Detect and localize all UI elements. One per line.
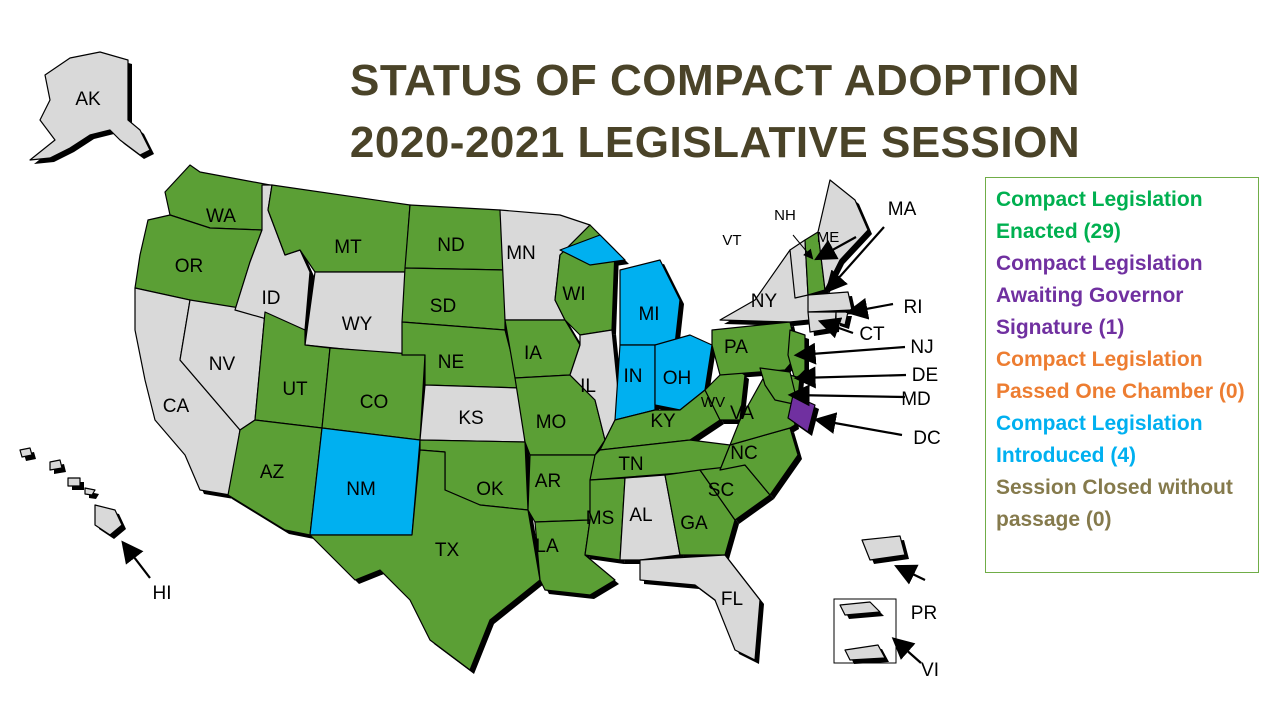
state-label-wv: WV xyxy=(701,394,725,411)
state-hi xyxy=(19,447,123,536)
state-label-pa: PA xyxy=(724,337,748,358)
state-label-ca: CA xyxy=(163,396,190,417)
state-label-az: AZ xyxy=(260,462,285,483)
state-label-md: MD xyxy=(901,389,931,410)
state-label-oh: OH xyxy=(663,368,692,389)
legend-entry: Compact Legislation Awaiting Governor Si… xyxy=(996,252,1203,339)
callout-arrow xyxy=(894,564,926,585)
state-label-ri: RI xyxy=(904,297,923,318)
state-label-id: ID xyxy=(262,288,281,309)
state-label-al: AL xyxy=(629,505,652,526)
state-mi xyxy=(559,234,681,346)
legend-entry: Session Closed without passage (0) xyxy=(996,476,1233,531)
state-label-or: OR xyxy=(175,256,204,277)
state-fl xyxy=(639,554,761,661)
legend-entry: Compact Legislation Introduced (4) xyxy=(996,412,1203,467)
state-label-ct: CT xyxy=(859,324,885,345)
state-pr xyxy=(861,535,906,561)
state-label-mn: MN xyxy=(506,243,536,264)
callout-arrow xyxy=(845,297,894,320)
state-label-nv: NV xyxy=(209,354,236,375)
state-label-mo: MO xyxy=(536,412,567,433)
map-title: STATUS OF COMPACT ADOPTION 2020-2021 LEG… xyxy=(300,50,1130,174)
state-vi xyxy=(839,601,886,661)
state-me xyxy=(817,179,869,291)
callout-arrow xyxy=(121,540,151,579)
title-line-1: STATUS OF COMPACT ADOPTION xyxy=(350,56,1080,105)
state-label-sc: SC xyxy=(708,480,734,501)
state-label-pr: PR xyxy=(911,603,937,624)
state-label-sd: SD xyxy=(430,296,456,317)
state-label-ne: NE xyxy=(438,352,464,373)
state-label-de: DE xyxy=(912,365,938,386)
callout-arrow xyxy=(793,366,907,389)
state-label-tn: TN xyxy=(618,454,643,475)
state-label-me: ME xyxy=(817,229,840,246)
callout-arrow xyxy=(792,234,814,260)
legend-entry: Compact Legislation Enacted (29) xyxy=(996,188,1203,243)
vi-inset-box xyxy=(833,598,897,664)
state-label-vt: VT xyxy=(722,232,741,249)
state-label-ky: KY xyxy=(650,411,676,432)
state-il xyxy=(569,329,621,441)
state-label-vi: VI xyxy=(921,660,939,681)
state-label-ar: AR xyxy=(535,471,561,492)
state-ak xyxy=(29,51,151,161)
state-label-co: CO xyxy=(360,392,389,413)
title-line-2: 2020-2021 LEGISLATIVE SESSION xyxy=(349,118,1081,167)
state-label-il: IL xyxy=(580,376,596,397)
callout-arrow xyxy=(817,317,854,339)
state-label-nc: NC xyxy=(730,443,757,464)
state-label-wa: WA xyxy=(206,206,236,227)
state-label-nm: NM xyxy=(346,479,376,500)
arrows-group xyxy=(121,226,926,664)
state-al xyxy=(619,474,681,561)
callout-arrow xyxy=(891,637,922,664)
state-label-nj: NJ xyxy=(910,337,933,358)
state-label-in: IN xyxy=(624,366,643,387)
state-label-mt: MT xyxy=(334,237,362,258)
state-label-hi: HI xyxy=(153,583,172,604)
state-label-la: LA xyxy=(535,536,559,557)
state-label-ms: MS xyxy=(586,508,615,529)
state-label-wi: WI xyxy=(562,284,585,305)
state-ma xyxy=(807,291,853,313)
callout-arrow xyxy=(793,342,906,365)
state-label-wy: WY xyxy=(342,314,373,335)
state-label-ok: OK xyxy=(476,479,504,500)
state-label-tx: TX xyxy=(435,540,460,561)
state-label-nd: ND xyxy=(437,235,464,256)
state-label-va: VA xyxy=(730,403,754,424)
state-ia xyxy=(504,319,581,379)
callout-arrow xyxy=(813,412,903,437)
state-label-nh: NH xyxy=(774,207,796,224)
state-label-ia: IA xyxy=(524,343,542,364)
state-label-ut: UT xyxy=(282,379,308,400)
state-label-ak: AK xyxy=(75,89,101,110)
labels-group: AK WA OR CA NV ID MT WY UT AZ CO NM ND SD NE KS OK TX MN IA… xyxy=(75,89,940,681)
state-tx xyxy=(309,449,541,671)
legend: Compact Legislation Enacted (29) Compact … xyxy=(985,177,1259,573)
callout-arrow xyxy=(814,236,857,261)
callout-arrow xyxy=(825,226,885,294)
state-label-ks: KS xyxy=(458,408,483,429)
state-label-ny: NY xyxy=(751,291,778,312)
callout-arrow xyxy=(787,384,906,407)
state-label-ga: GA xyxy=(680,513,708,534)
state-label-ma: MA xyxy=(888,199,917,220)
state-label-dc: DC xyxy=(913,428,940,449)
legend-entry: Compact Legislation Passed One Chamber (… xyxy=(996,348,1245,403)
states-group xyxy=(19,51,909,674)
state-label-mi: MI xyxy=(638,304,659,325)
state-label-fl: FL xyxy=(721,589,743,610)
state-ga xyxy=(664,469,736,556)
state-ms xyxy=(584,477,626,561)
